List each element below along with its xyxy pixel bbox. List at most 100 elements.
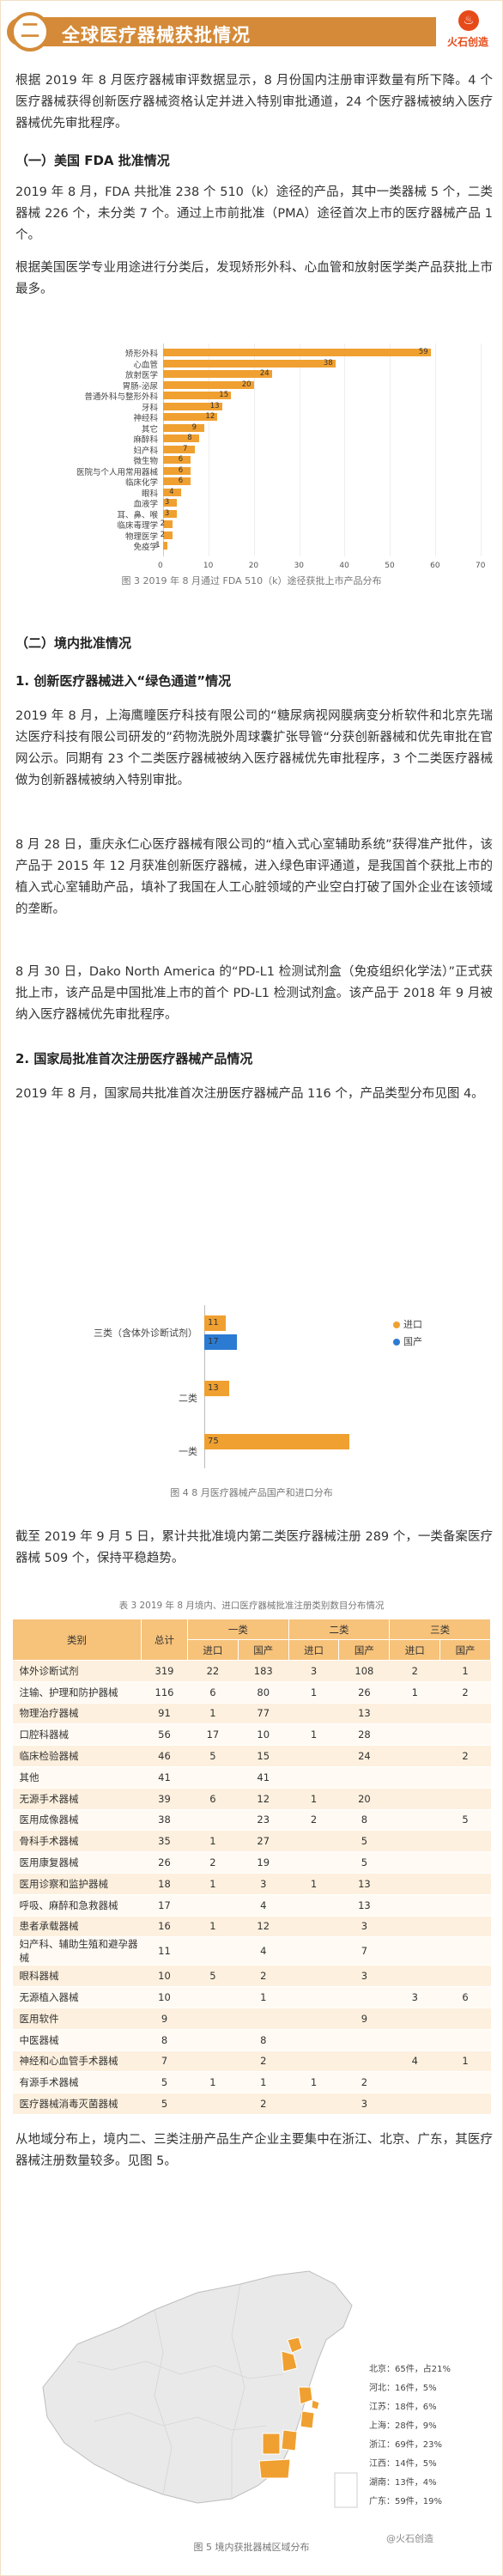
cell-c1i: 1 bbox=[187, 1873, 239, 1895]
table-row: 眼科器械 10 5 2 3 bbox=[12, 1965, 491, 1988]
fig3-bar bbox=[163, 349, 431, 356]
cell-c3i bbox=[389, 1745, 440, 1767]
cell-c1d: 4 bbox=[238, 1894, 289, 1917]
cell-c3d: 2 bbox=[439, 1745, 491, 1767]
fig3-category-label: 物理医学 bbox=[124, 532, 158, 542]
cell-c3d: 5 bbox=[439, 1809, 491, 1832]
cell-c3d bbox=[439, 1788, 491, 1810]
cell-total: 5 bbox=[141, 2071, 188, 2094]
cell-c1i bbox=[187, 2008, 239, 2030]
fig4-bar-import bbox=[204, 1315, 226, 1331]
cell-c1d: 12 bbox=[238, 1916, 289, 1938]
th-category: 类别 bbox=[12, 1619, 142, 1661]
fig3-category-label: 放射医学 bbox=[124, 371, 158, 380]
cell-c2i bbox=[288, 1703, 339, 1725]
fig3-value-label: 6 bbox=[178, 477, 184, 485]
cell-total: 9 bbox=[141, 2008, 188, 2030]
cell-c3d bbox=[439, 2029, 491, 2051]
cell-c3i bbox=[389, 1916, 440, 1938]
fig4-legend-label: 进口 bbox=[403, 1319, 422, 1330]
cell-c2d: 13 bbox=[338, 1703, 390, 1725]
cell-c1i: 6 bbox=[187, 1788, 239, 1810]
cell-c1d: 77 bbox=[238, 1703, 289, 1725]
cell-total: 35 bbox=[141, 1830, 188, 1853]
intro-paragraph: 根据 2019 年 8 月医疗器械审评数据显示，8 月份国内注册审评数量有所下降… bbox=[15, 74, 493, 131]
section-number: 二 bbox=[10, 12, 50, 52]
cell-c1i: 6 bbox=[187, 1681, 239, 1704]
cell-c2d bbox=[338, 2050, 390, 2073]
cell-c2i bbox=[288, 1830, 339, 1853]
cell-total: 16 bbox=[141, 1916, 188, 1938]
domestic-paragraph-4: 2019 年 8 月，国家局共批准首次注册医疗器械产品 116 个，产品类型分布… bbox=[15, 1087, 484, 1101]
cell-c3d bbox=[439, 2071, 491, 2094]
fig4-value-label: 13 bbox=[208, 1383, 219, 1393]
map-legend-item: 江苏：18件，6% bbox=[369, 2403, 437, 2412]
fig3-category-label: 普通外科与整形外科 bbox=[84, 392, 158, 402]
table-row: 医用康复器械 26 2 19 5 bbox=[12, 1851, 491, 1874]
fig3-category-label: 耳、鼻、喉 bbox=[117, 510, 158, 520]
fig3-category-label: 微生物 bbox=[133, 457, 158, 466]
cell-name: 医用软件 bbox=[12, 2008, 142, 2030]
fig3-gridline bbox=[390, 343, 391, 556]
fig4-bar-chart: 三类（含体外诊断试剂） 11 17 二类 13 一类 75 进口 国产 bbox=[15, 1305, 493, 1477]
cell-c2i: 1 bbox=[288, 2071, 339, 2094]
brand-logo: ♨ 火石创造 bbox=[438, 10, 498, 53]
fig3-tick-label: 30 bbox=[294, 562, 305, 570]
cell-c2i bbox=[288, 1936, 339, 1966]
fig3-category-label: 神经科 bbox=[133, 414, 158, 423]
fig3-category-label: 牙科 bbox=[141, 403, 158, 413]
header-bar bbox=[7, 17, 436, 46]
fig3-category-label: 临床毒理学 bbox=[117, 521, 158, 531]
logo-text: 火石创造 bbox=[446, 36, 488, 48]
fig3-value-label: 1 bbox=[155, 541, 161, 550]
cell-c2i bbox=[288, 1916, 339, 1938]
fig3-value-label: 9 bbox=[191, 422, 197, 432]
fig3-value-label: 4 bbox=[169, 487, 174, 496]
domestic-paragraph-1: 2019 年 8 月，上海鹰瞳医疗科技有限公司的“糖尿病视网膜病变分析软件和北京… bbox=[15, 709, 493, 787]
cell-c2d: 3 bbox=[338, 2093, 390, 2115]
cell-c3i: 4 bbox=[389, 2050, 440, 2073]
cell-total: 116 bbox=[141, 1681, 188, 1704]
summary-paragraph: 截至 2019 年 9 月 5 日，累计共批准境内第二类医疗器械注册 289 个… bbox=[15, 1530, 493, 1565]
cell-c1i bbox=[187, 2050, 239, 2073]
cell-c2i bbox=[288, 2050, 339, 2073]
th-class2-import: 进口 bbox=[288, 1639, 340, 1661]
cell-c2d: 28 bbox=[338, 1723, 390, 1747]
fig3-bar bbox=[163, 477, 191, 485]
cell-c1d: 1 bbox=[238, 2071, 289, 2094]
table-row: 骨科手术器械 35 1 27 5 bbox=[12, 1830, 491, 1853]
cell-c3i bbox=[389, 1873, 440, 1895]
cell-c1i: 17 bbox=[187, 1723, 239, 1747]
cell-c3d: 1 bbox=[439, 2050, 491, 2073]
cell-c2i: 1 bbox=[288, 1723, 339, 1747]
cell-c2i: 2 bbox=[288, 1809, 339, 1832]
cell-c3d: 1 bbox=[439, 1660, 491, 1682]
cell-total: 17 bbox=[141, 1894, 188, 1917]
fig4-bar-import bbox=[204, 1381, 230, 1396]
fig3-gridline bbox=[344, 343, 346, 556]
fig3-category-label: 医院与个人用常用器械 bbox=[76, 467, 158, 477]
cell-c3i bbox=[389, 2093, 440, 2115]
cell-total: 91 bbox=[141, 1703, 188, 1725]
cell-c3i: 3 bbox=[389, 1986, 440, 2008]
fig5-caption: 图 5 境内获批器械区域分布 bbox=[193, 2542, 310, 2553]
cell-c3i: 1 bbox=[389, 1681, 440, 1704]
cell-total: 38 bbox=[141, 1809, 188, 1832]
cell-c1i: 5 bbox=[187, 1965, 239, 1988]
cell-c1d: 27 bbox=[238, 1830, 289, 1853]
cell-c3d bbox=[439, 1851, 491, 1874]
table-row: 体外诊断试剂 319 22 183 3 108 2 1 bbox=[12, 1660, 491, 1682]
cell-c3i bbox=[389, 2071, 440, 2094]
cell-total: 10 bbox=[141, 1965, 188, 1988]
cell-c3i bbox=[389, 1851, 440, 1874]
map-legend-item: 江西：14件，5% bbox=[369, 2459, 437, 2469]
fig3-category-label: 临床化学 bbox=[124, 478, 158, 488]
table-row: 医疗器械消毒灭菌器械 5 2 3 bbox=[12, 2093, 491, 2115]
cell-c2d bbox=[338, 1986, 390, 2008]
cell-name: 临床检验器械 bbox=[12, 1745, 142, 1767]
th-class1-domestic: 国产 bbox=[237, 1639, 289, 1661]
map-legend-item: 北京：65件，占21% bbox=[369, 2365, 451, 2374]
cell-name: 体外诊断试剂 bbox=[12, 1660, 142, 1682]
cell-name: 呼吸、麻醉和急救器械 bbox=[12, 1894, 142, 1917]
cell-c1d: 183 bbox=[238, 1660, 289, 1682]
